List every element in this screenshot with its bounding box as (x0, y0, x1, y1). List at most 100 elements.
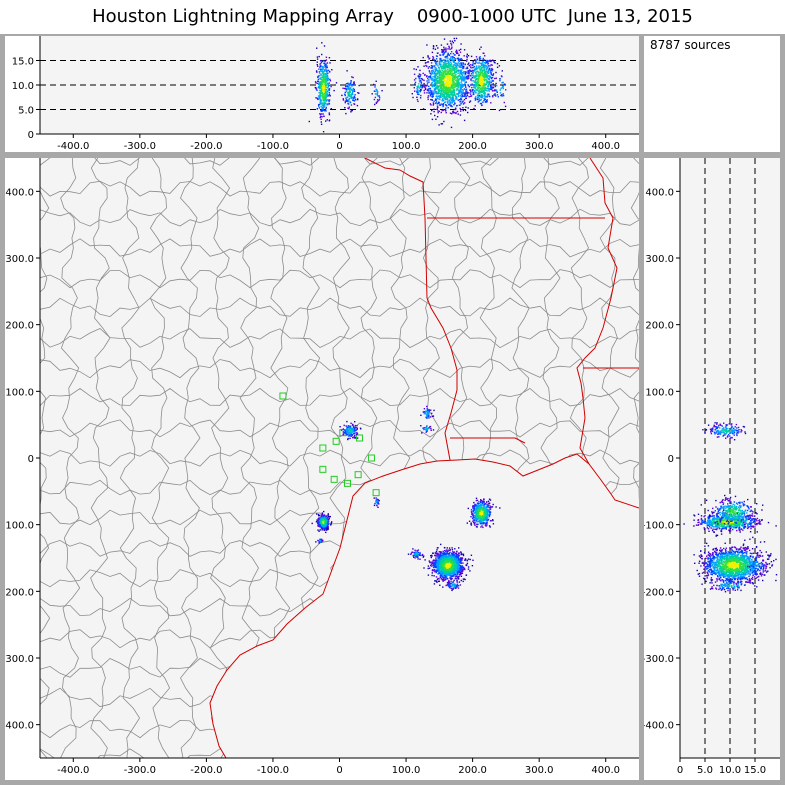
source-point (492, 60, 495, 62)
source-point (451, 565, 453, 567)
source-point (377, 498, 379, 501)
source-point (472, 88, 474, 91)
source-point (445, 554, 448, 557)
source-point (461, 64, 463, 66)
source-point (482, 52, 484, 54)
source-point (452, 68, 454, 70)
source-point (486, 61, 488, 64)
source-point (325, 531, 327, 534)
source-point (490, 74, 493, 76)
source-point (462, 103, 465, 105)
source-point (323, 81, 325, 83)
source-point (374, 86, 376, 88)
source-point (442, 81, 444, 83)
source-point (431, 83, 433, 86)
source-point (322, 526, 325, 528)
source-point (323, 527, 325, 530)
source-point (443, 570, 445, 572)
source-point (496, 63, 499, 65)
source-point (462, 578, 465, 580)
source-point (322, 515, 324, 518)
source-point (456, 51, 458, 53)
source-point (448, 80, 450, 82)
source-point (358, 84, 360, 87)
station-marker (354, 471, 362, 479)
x-tick-label: 200.0 (458, 141, 487, 152)
source-point (467, 107, 469, 109)
source-point (425, 431, 427, 433)
source-point (473, 66, 475, 68)
source-point (489, 80, 491, 82)
source-point (439, 98, 441, 101)
source-point (459, 560, 462, 563)
source-point (452, 94, 455, 96)
source-point (357, 98, 359, 101)
source-point (319, 96, 321, 98)
source-point (319, 520, 321, 522)
source-point (328, 515, 330, 518)
source-point (453, 564, 456, 566)
source-point (467, 558, 470, 560)
source-point (440, 573, 442, 575)
source-point (455, 70, 458, 73)
source-point (344, 87, 346, 90)
source-point (453, 84, 456, 86)
source-point (450, 56, 452, 58)
source-point (458, 570, 460, 572)
source-point (444, 91, 446, 94)
source-point (327, 86, 329, 89)
source-point (443, 554, 446, 556)
source-point (439, 77, 442, 79)
source-point (352, 431, 354, 434)
source-point (428, 71, 431, 73)
source-point (427, 410, 430, 412)
source-point (473, 85, 475, 87)
source-point (454, 77, 456, 79)
source-point (318, 96, 320, 98)
source-point (452, 52, 455, 55)
source-point (455, 89, 458, 91)
source-point (437, 77, 439, 80)
source-point (460, 82, 462, 84)
source-point (414, 81, 417, 84)
source-point (444, 68, 446, 70)
source-point (427, 413, 429, 415)
source-point (435, 95, 437, 98)
source-point (318, 542, 320, 544)
source-point (320, 102, 322, 105)
source-point (473, 77, 475, 79)
source-point (478, 65, 480, 67)
source-point (459, 51, 462, 53)
source-point (319, 97, 321, 100)
source-point (455, 82, 457, 84)
source-point (347, 107, 349, 109)
source-point (415, 77, 417, 80)
source-point (479, 77, 481, 80)
source-point (445, 107, 447, 109)
county-line (40, 748, 639, 758)
source-point (426, 425, 428, 427)
source-point (319, 101, 321, 104)
source-point (377, 95, 379, 97)
source-point (444, 66, 446, 69)
source-point (449, 88, 451, 91)
source-point (348, 83, 350, 86)
source-point (483, 68, 485, 70)
source-point (439, 104, 442, 106)
source-point (323, 95, 325, 97)
source-point (450, 579, 452, 581)
source-point (419, 69, 421, 72)
source-point (330, 85, 332, 88)
source-point (353, 99, 355, 101)
source-point (466, 562, 469, 565)
source-point (462, 89, 464, 92)
source-point (352, 430, 354, 432)
y-tick-label: 5.0 (18, 106, 34, 117)
source-point (450, 47, 453, 50)
source-point (445, 88, 448, 90)
source-point (482, 64, 484, 67)
source-point (439, 95, 441, 98)
source-point (378, 499, 380, 502)
source-point (423, 82, 425, 85)
source-point (481, 89, 483, 91)
